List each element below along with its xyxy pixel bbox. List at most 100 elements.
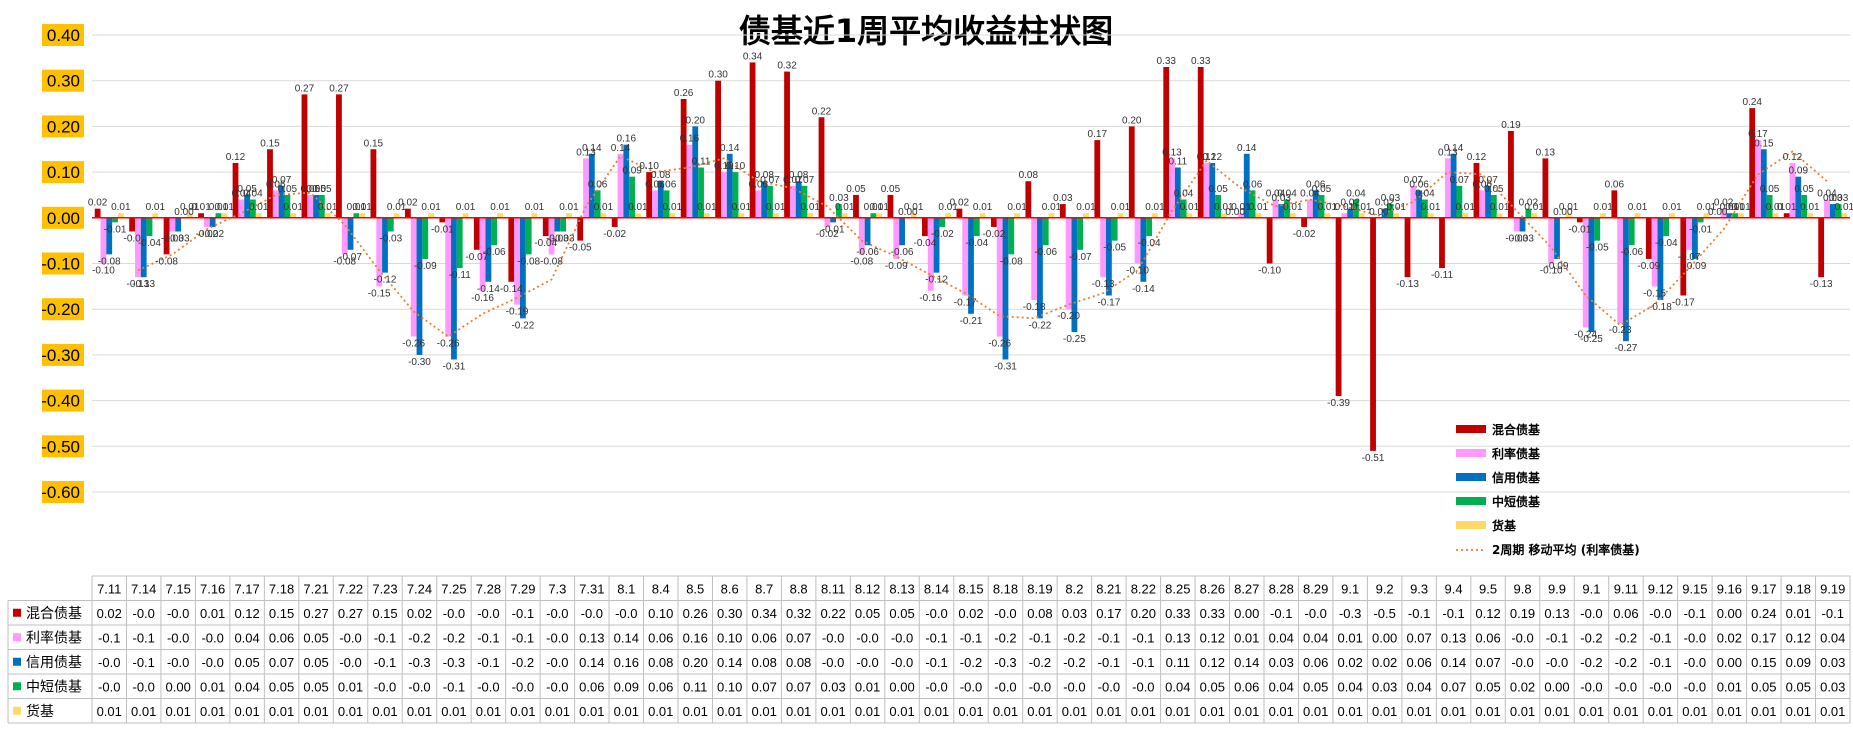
category-label: 9.11: [1614, 582, 1638, 597]
table-cell: 0.13: [1441, 631, 1466, 646]
table-cell: -0.0: [925, 606, 947, 621]
legend-label: 混合债基: [1492, 422, 1541, 437]
data-label: 0.06: [749, 179, 769, 190]
bar: [1628, 217, 1635, 246]
category-label: 8.6: [721, 582, 739, 597]
table-cell: 0.14: [614, 631, 639, 646]
bar: [1542, 158, 1549, 218]
category-label: 7.11: [97, 582, 121, 597]
data-label: -0.12: [374, 275, 397, 286]
bar: [1278, 204, 1285, 218]
data-label: -0.11: [1431, 270, 1453, 281]
data-label: -0.08: [333, 256, 356, 267]
table-cell: -0.0: [512, 680, 534, 695]
bar: [623, 144, 630, 218]
bar: [508, 217, 515, 282]
category-label: 7.31: [579, 582, 604, 597]
data-label: -0.15: [1643, 288, 1666, 299]
data-label: 0.06: [1243, 179, 1263, 190]
data-label: -0.01: [104, 224, 127, 235]
data-label: 0.01: [938, 202, 958, 213]
table-cell: 0.14: [579, 655, 604, 670]
category-label: 8.13: [889, 582, 914, 597]
data-label: -0.07: [1069, 252, 1092, 263]
category-label: 8.12: [855, 582, 880, 597]
data-label: -0.11: [449, 270, 471, 281]
bar: [445, 217, 452, 337]
data-label: 0.02: [88, 198, 108, 209]
table-cell: 0.12: [1475, 606, 1500, 621]
data-label: 0.26: [674, 88, 694, 99]
table-cell: 0.06: [1475, 631, 1500, 646]
table-cell: -0.3: [443, 655, 465, 670]
bar: [1404, 217, 1411, 278]
bar: [784, 71, 790, 218]
data-label: -0.09: [885, 261, 908, 272]
table-cell: 0.15: [372, 606, 397, 621]
bar: [761, 181, 768, 218]
data-label: -0.14: [500, 284, 523, 295]
data-label: 0.01: [1249, 202, 1269, 213]
table-cell: 0.19: [1510, 606, 1535, 621]
table-cell: 0.01: [407, 704, 432, 719]
bar: [336, 94, 342, 218]
table-cell: 0.03: [1062, 606, 1087, 621]
bar: [996, 217, 1003, 337]
table-cell: 0.02: [1372, 655, 1397, 670]
table-legend-key: [13, 706, 21, 715]
data-label: -0.13: [1810, 279, 1833, 290]
data-label: -0.10: [1126, 266, 1149, 277]
data-label: 0.06: [1409, 179, 1429, 190]
table-cell: 0.01: [1475, 704, 1500, 719]
bar: [1358, 213, 1365, 218]
bar: [945, 213, 952, 218]
bar: [221, 213, 228, 218]
table-cell: -0.0: [1511, 631, 1533, 646]
bar: [163, 217, 170, 255]
data-label: 0.01: [594, 202, 614, 213]
bar: [1686, 217, 1692, 250]
table-cell: -0.2: [1580, 631, 1602, 646]
table-cell: 0.17: [1096, 606, 1121, 621]
bar: [1042, 217, 1049, 246]
data-label: 0.33: [1156, 56, 1176, 67]
data-label: 0.30: [708, 70, 728, 81]
table-cell: -0.1: [925, 631, 947, 646]
table-cell: 0.09: [1786, 655, 1811, 670]
bar: [1335, 217, 1342, 397]
bar: [548, 217, 555, 255]
data-label: 0.13: [1162, 147, 1182, 158]
table-cell: 0.08: [648, 655, 673, 670]
data-label: 0.01: [1387, 202, 1407, 213]
table-cell: 0.06: [648, 680, 673, 695]
table-cell: 0.22: [820, 606, 845, 621]
table-cell: -0.0: [1132, 680, 1154, 695]
table-cell: 0.01: [1682, 704, 1707, 719]
data-label: 0.01: [283, 202, 303, 213]
y-tick-highlight: [42, 481, 84, 503]
bar: [1307, 199, 1313, 218]
table-cell: -0.0: [167, 655, 189, 670]
data-label: 0.01: [864, 202, 884, 213]
data-label: 0.00: [1369, 207, 1389, 218]
table-cell: -0.0: [201, 655, 223, 670]
table-cell: -0.0: [339, 631, 361, 646]
table-cell: 0.05: [303, 655, 328, 670]
data-label: -0.13: [132, 279, 155, 290]
bar: [1513, 217, 1520, 232]
table-cell: -0.3: [994, 655, 1016, 670]
data-label: 0.07: [795, 175, 815, 186]
data-label: 0.01: [387, 202, 407, 213]
data-label: 0.08: [1019, 170, 1039, 181]
bar: [1347, 208, 1354, 218]
table-cell: 0.01: [717, 704, 742, 719]
table-cell: -0.5: [1373, 606, 1395, 621]
table-cell: 0.01: [1544, 704, 1569, 719]
category-label: 8.7: [755, 582, 773, 597]
data-label: 0.17: [1748, 129, 1768, 140]
data-label: 0.10: [726, 161, 746, 172]
data-label: 0.32: [777, 61, 797, 72]
bar: [209, 217, 216, 227]
bar: [1444, 158, 1451, 218]
data-label: -0.02: [816, 229, 839, 240]
